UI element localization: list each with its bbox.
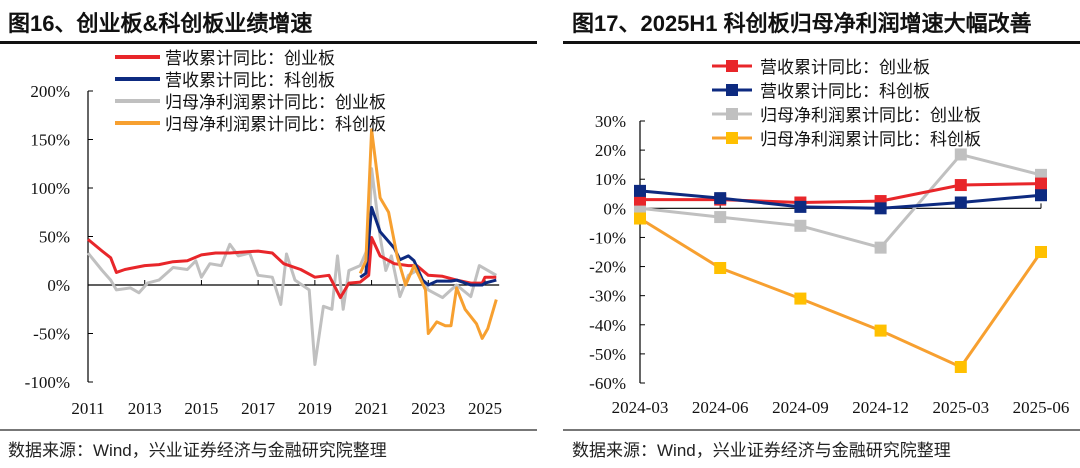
left-series-line-3 (358, 128, 498, 340)
left-legend-label: 营收累计同比：创业板 (165, 49, 335, 69)
right-series-marker-3 (714, 262, 727, 275)
right-legend-label: 营收累计同比：科创板 (760, 82, 930, 102)
right-y-tick-label: -60% (589, 374, 626, 393)
right-y-tick-label: 10% (595, 170, 626, 189)
right-series-line-2 (639, 152, 1042, 250)
right-legend-label: 归母净利润累计同比：创业板 (760, 106, 981, 126)
left-chart-title: 图16、创业板&科创板业绩增速 (8, 11, 313, 36)
right-series-marker-2 (794, 219, 807, 232)
left-y-tick-label: 100% (30, 179, 70, 198)
right-y-tick-label: -40% (589, 316, 626, 335)
right-legend-label: 营收累计同比：创业板 (760, 58, 930, 78)
left-title-rule (0, 41, 537, 44)
right-series-marker-3 (634, 212, 646, 225)
right-title-rule (563, 41, 1080, 44)
left-source-note: 数据来源：Wind，兴业证券经济与金融研究院整理 (8, 441, 387, 460)
left-x-tick-label: 2021 (355, 399, 389, 418)
left-y-tick-label: 0% (47, 276, 70, 295)
right-legend-marker-3 (726, 132, 738, 144)
left-legend-label: 归母净利润累计同比：科创板 (165, 115, 386, 135)
right-series-marker-3 (1035, 246, 1047, 258)
left-x-tick-label: 2013 (128, 399, 162, 418)
left-footer-rule (0, 429, 537, 431)
right-footer-rule (563, 429, 1080, 431)
right-series-marker-2 (954, 148, 967, 161)
left-legend-label: 营收累计同比：科创板 (165, 71, 335, 91)
left-x-tick-label: 2017 (241, 399, 276, 418)
right-series-marker-0 (954, 179, 967, 192)
right-series-marker-1 (634, 184, 646, 197)
right-series-marker-3 (874, 324, 887, 337)
right-series-line-3 (639, 217, 1043, 369)
right-series-marker-1 (1035, 189, 1047, 202)
right-series-line-0 (640, 182, 1042, 205)
left-x-tick-label: 2011 (71, 399, 104, 418)
left-series-line-1 (359, 205, 497, 287)
left-x-tick-label: 2015 (184, 399, 218, 418)
left-legend-label: 归母净利润累计同比：创业板 (165, 93, 386, 113)
right-series-marker-1 (954, 196, 967, 209)
right-series-marker-1 (794, 200, 807, 213)
right-series-line-1 (639, 189, 1042, 210)
left-x-tick-label: 2023 (411, 399, 445, 418)
right-chart-title: 图17、2025H1 科创板归母净利润增速大幅改善 (572, 11, 1032, 36)
left-series-line-0 (87, 236, 497, 300)
right-source-note: 数据来源：Wind，兴业证券经济与金融研究院整理 (572, 441, 951, 460)
left-y-tick-label: 150% (30, 131, 70, 150)
left-y-tick-label: 50% (39, 228, 70, 247)
right-y-tick-label: -10% (589, 228, 626, 247)
right-legend-marker-0 (726, 60, 738, 72)
right-x-tick-label: 2025-03 (932, 398, 989, 417)
right-y-tick-label: -30% (589, 287, 626, 306)
right-series-marker-1 (874, 202, 887, 215)
right-x-tick-label: 2024-12 (852, 398, 909, 417)
right-y-tick-label: 30% (595, 112, 626, 131)
right-series-marker-3 (794, 292, 807, 305)
right-series-marker-3 (954, 360, 967, 373)
right-y-tick-label: -50% (589, 345, 626, 364)
right-x-tick-label: 2024-09 (772, 398, 829, 417)
left-x-tick-label: 2019 (298, 399, 332, 418)
left-x-tick-label: 2025 (468, 399, 502, 418)
right-y-tick-label: 0% (603, 199, 626, 218)
left-y-tick-label: -100% (25, 373, 70, 392)
right-legend-marker-1 (726, 84, 738, 96)
left-y-tick-label: -50% (33, 325, 70, 344)
right-legend-label: 归母净利润累计同比：科创板 (760, 130, 981, 150)
right-x-tick-label: 2024-03 (612, 398, 669, 417)
left-series-line-2 (86, 167, 498, 366)
right-legend-marker-2 (726, 108, 738, 120)
right-series-marker-2 (874, 241, 887, 254)
right-x-tick-label: 2025-06 (1013, 398, 1070, 417)
left-y-tick-label: 200% (30, 82, 70, 101)
right-series-marker-2 (714, 211, 727, 224)
right-y-tick-label: -20% (589, 258, 626, 277)
right-series-marker-0 (1035, 177, 1047, 190)
right-x-tick-label: 2024-06 (692, 398, 749, 417)
right-series-marker-1 (714, 192, 727, 205)
right-y-tick-label: 20% (595, 141, 626, 160)
